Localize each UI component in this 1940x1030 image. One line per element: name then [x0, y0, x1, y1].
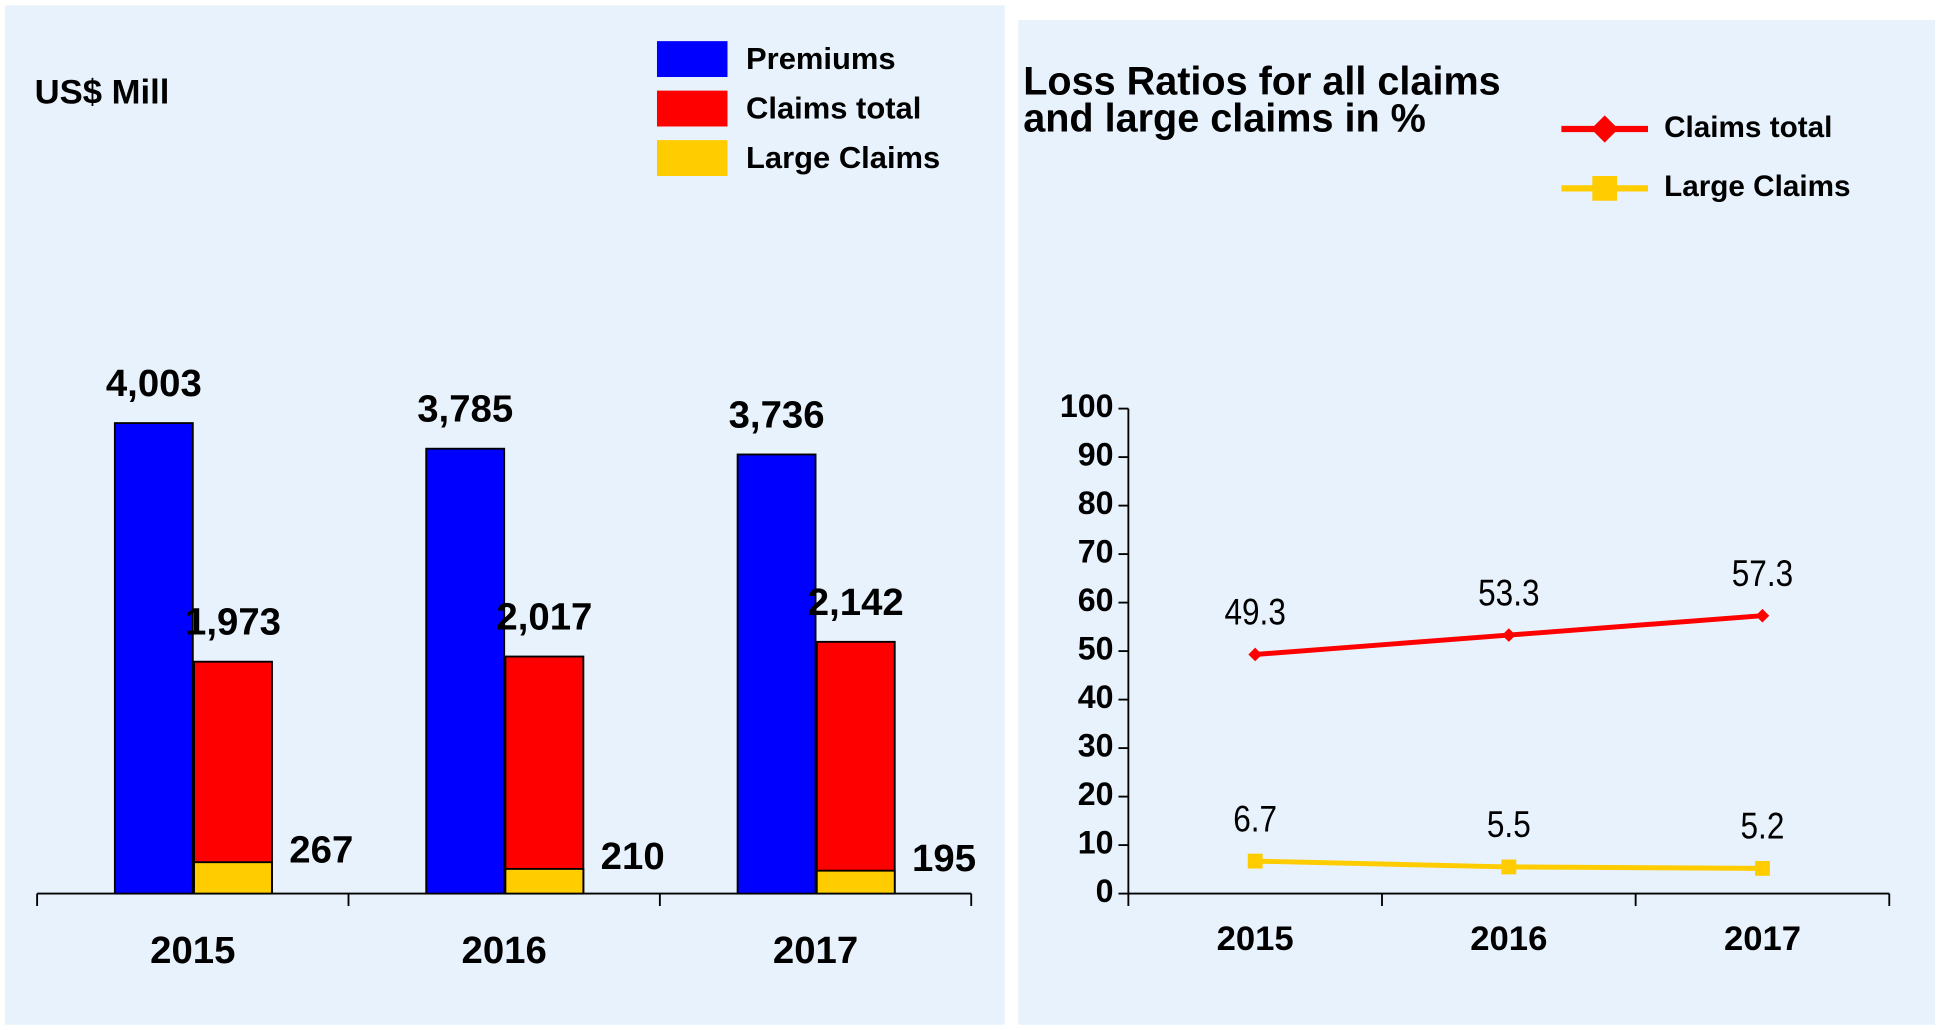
- data-label: 4,003: [106, 362, 202, 405]
- marker: [1247, 853, 1263, 869]
- marker: [1501, 859, 1517, 875]
- marker: [1591, 115, 1619, 143]
- data-label: 2,142: [808, 581, 904, 624]
- y-tick-label: 70: [1078, 534, 1114, 570]
- bar: [113, 422, 194, 895]
- legend-label: Large Claims: [746, 140, 940, 175]
- bar: [815, 869, 896, 895]
- y-tick-label: 40: [1078, 679, 1114, 715]
- data-label: 267: [289, 828, 353, 871]
- y-tick-label: 90: [1078, 437, 1114, 473]
- y-tick-label: 30: [1078, 728, 1114, 764]
- x-tick-label: 2017: [773, 929, 858, 972]
- right-panel: [1018, 20, 1936, 1025]
- chart-title: Loss Ratios for all claims and large cla…: [1023, 62, 1501, 141]
- x-tick-label: 2015: [150, 929, 235, 972]
- data-label: 2,017: [496, 596, 592, 639]
- y-tick-label: 80: [1078, 485, 1114, 521]
- legend-swatch: [656, 41, 728, 78]
- data-label: 5.2: [1741, 806, 1785, 847]
- x-tick-label: 2016: [1470, 920, 1547, 958]
- y-tick-label: 60: [1078, 582, 1114, 618]
- x-tick-label: 2015: [1217, 920, 1294, 958]
- data-label: 195: [912, 837, 976, 880]
- y-tick-label: 0: [1096, 873, 1114, 909]
- title-wrap: Loss Ratios for all claims and large cla…: [1023, 62, 1501, 141]
- bar: [193, 660, 273, 895]
- data-label: 6.7: [1233, 799, 1277, 840]
- data-label: 57.3: [1732, 554, 1793, 595]
- x-tick-label: 2016: [462, 929, 547, 972]
- y-tick-label: 100: [1060, 388, 1114, 424]
- y-tick-label: 20: [1078, 776, 1114, 812]
- legend-swatch: [656, 140, 728, 176]
- y-tick-label: 50: [1078, 631, 1114, 667]
- legend-swatch: [656, 90, 728, 127]
- legend-label: Claims total: [746, 91, 921, 126]
- data-label: 210: [601, 835, 665, 878]
- data-label: 49.3: [1224, 592, 1285, 633]
- data-label: 5.5: [1487, 805, 1531, 846]
- data-label: 53.3: [1478, 573, 1539, 614]
- bar: [736, 453, 817, 895]
- bar: [504, 867, 585, 895]
- legend-label: Premiums: [746, 41, 896, 76]
- data-label: 1,973: [185, 601, 281, 644]
- bar: [504, 655, 585, 895]
- legend-label: Claims total: [1664, 111, 1832, 144]
- marker: [1755, 860, 1770, 876]
- data-label: 3,736: [729, 393, 825, 436]
- bar: [815, 640, 896, 895]
- y-tick-label: 10: [1078, 825, 1114, 861]
- legend-label: Large Claims: [1664, 170, 1850, 203]
- bar: [425, 447, 506, 895]
- data-label: 3,785: [417, 388, 513, 431]
- y-axis-label: US$ Mill: [35, 73, 170, 111]
- marker: [1592, 175, 1618, 201]
- x-tick-label: 2017: [1724, 920, 1801, 958]
- bar: [193, 861, 273, 895]
